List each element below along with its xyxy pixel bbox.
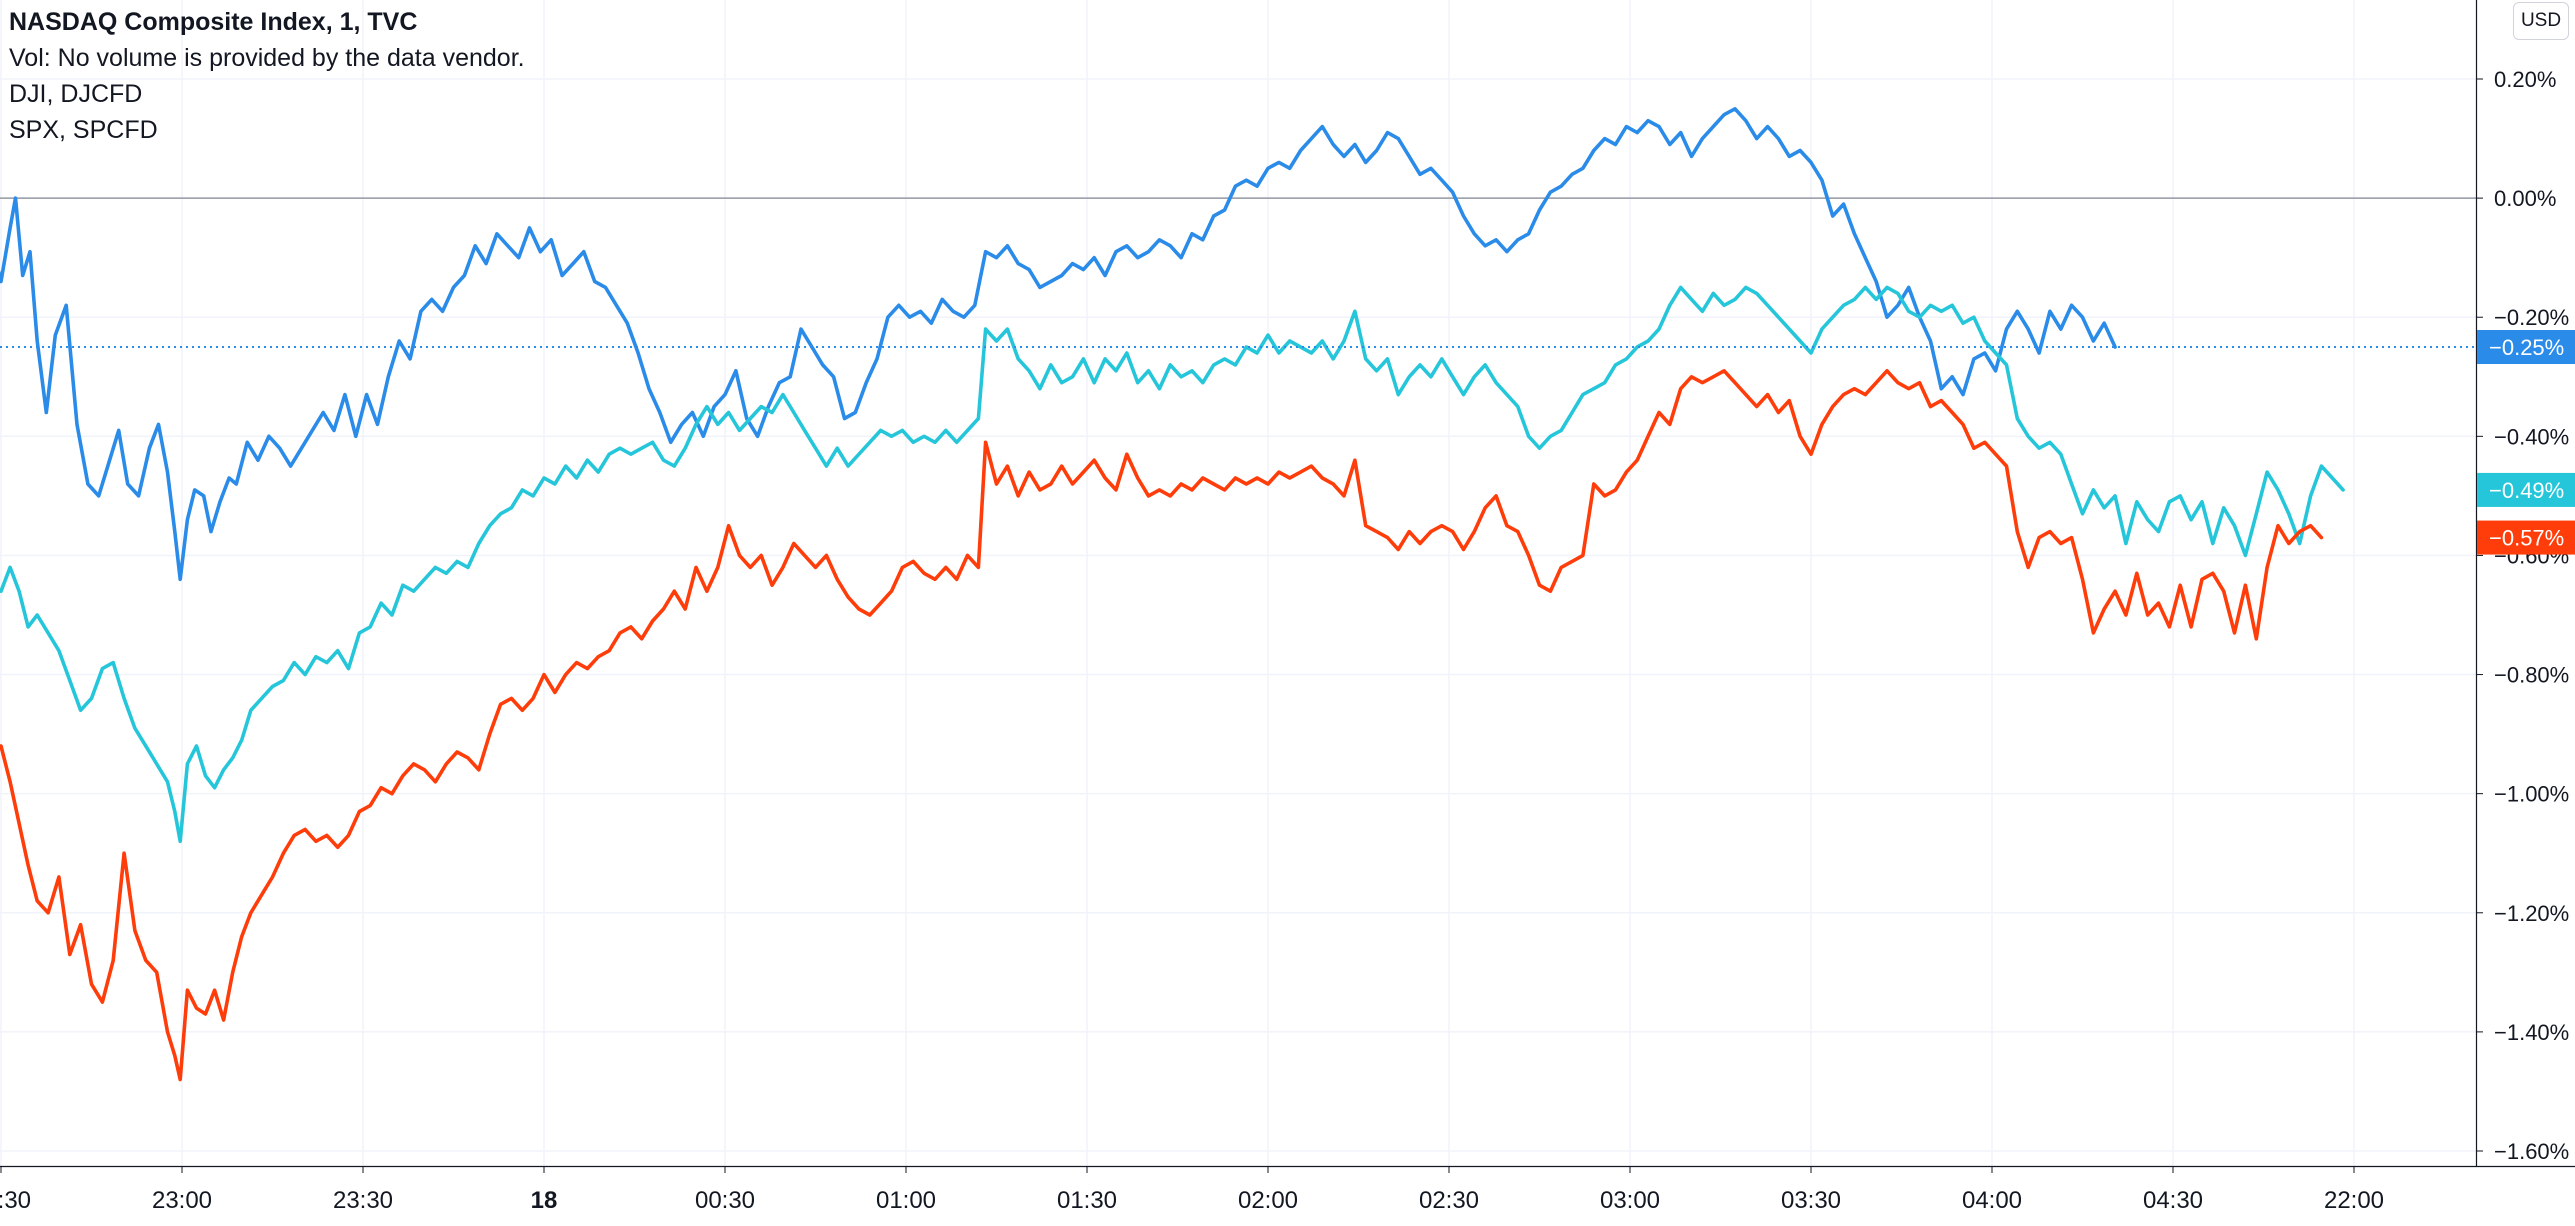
price-tick-label: −1.60% [2494,1139,2569,1164]
time-tick-label: 18 [531,1187,558,1214]
chart-series [0,107,2345,1082]
time-tick-label: 00:30 [695,1187,755,1214]
time-tick-label: 01:00 [876,1187,936,1214]
series-line-spx [0,369,2324,1082]
price-tick-label: −1.20% [2494,901,2569,926]
price-tick-label: −1.00% [2494,782,2569,807]
price-axis[interactable]: 0.20%0.00%−0.20%−0.40%−0.60%−0.80%−1.00%… [2476,67,2569,1164]
symbol-title[interactable]: NASDAQ Composite Index, 1, TVC [9,8,418,36]
time-tick-label: 23:30 [333,1187,393,1214]
time-tick-label: 23:00 [152,1187,212,1214]
time-tick-label: 02:30 [1419,1187,1479,1214]
chart-grid [0,0,2476,1166]
time-tick-label: 03:00 [1600,1187,1660,1214]
last-value-badges: −0.25% −0.49% −0.57% [2477,330,2575,555]
time-tick-label: 03:30 [1781,1187,1841,1214]
badge-label: −0.25% [2489,335,2564,360]
time-tick-label: 22:30 [0,1187,31,1214]
price-tick-label: −1.40% [2494,1020,2569,1045]
badge-bg [2477,330,2575,364]
time-tick-label: 22:00 [2324,1187,2384,1214]
volume-note: Vol: No volume is provided by the data v… [9,44,525,72]
price-tick-label: −0.80% [2494,663,2569,688]
last-value-badge-spx: −0.57% [2477,520,2575,555]
price-tick-label: 0.20% [2494,67,2556,92]
time-axis[interactable]: 22:30 23:00 23:30 18 00:30 01:00 01:30 02:00 02:… [0,1166,2384,1214]
price-tick-label: 0.00% [2494,186,2556,211]
time-tick-label: 04:00 [1962,1187,2022,1214]
time-tick-label: 01:30 [1057,1187,1117,1214]
chart-legend: NASDAQ Composite Index, 1, TVC Vol: No v… [9,4,525,148]
compare-symbol-spx[interactable]: SPX, SPCFD [9,116,158,144]
badge-label: −0.49% [2489,478,2564,503]
time-tick-label: 02:00 [1238,1187,1298,1214]
badge-bg [2477,472,2575,507]
last-value-badge-nasdaq: −0.25% [2477,330,2575,364]
compare-symbol-dji[interactable]: DJI, DJCFD [9,80,143,108]
time-tick-label: 04:30 [2143,1187,2203,1214]
series-line-nasdaq [0,107,2117,582]
price-tick-label: −0.40% [2494,424,2569,449]
badge-bg [2477,520,2575,555]
price-tick-label: −0.20% [2494,305,2569,330]
badge-label: −0.57% [2489,526,2564,551]
series-line-dji [0,285,2345,844]
last-value-badge-dji: −0.49% [2477,472,2575,507]
currency-button[interactable]: USD [2513,2,2569,40]
